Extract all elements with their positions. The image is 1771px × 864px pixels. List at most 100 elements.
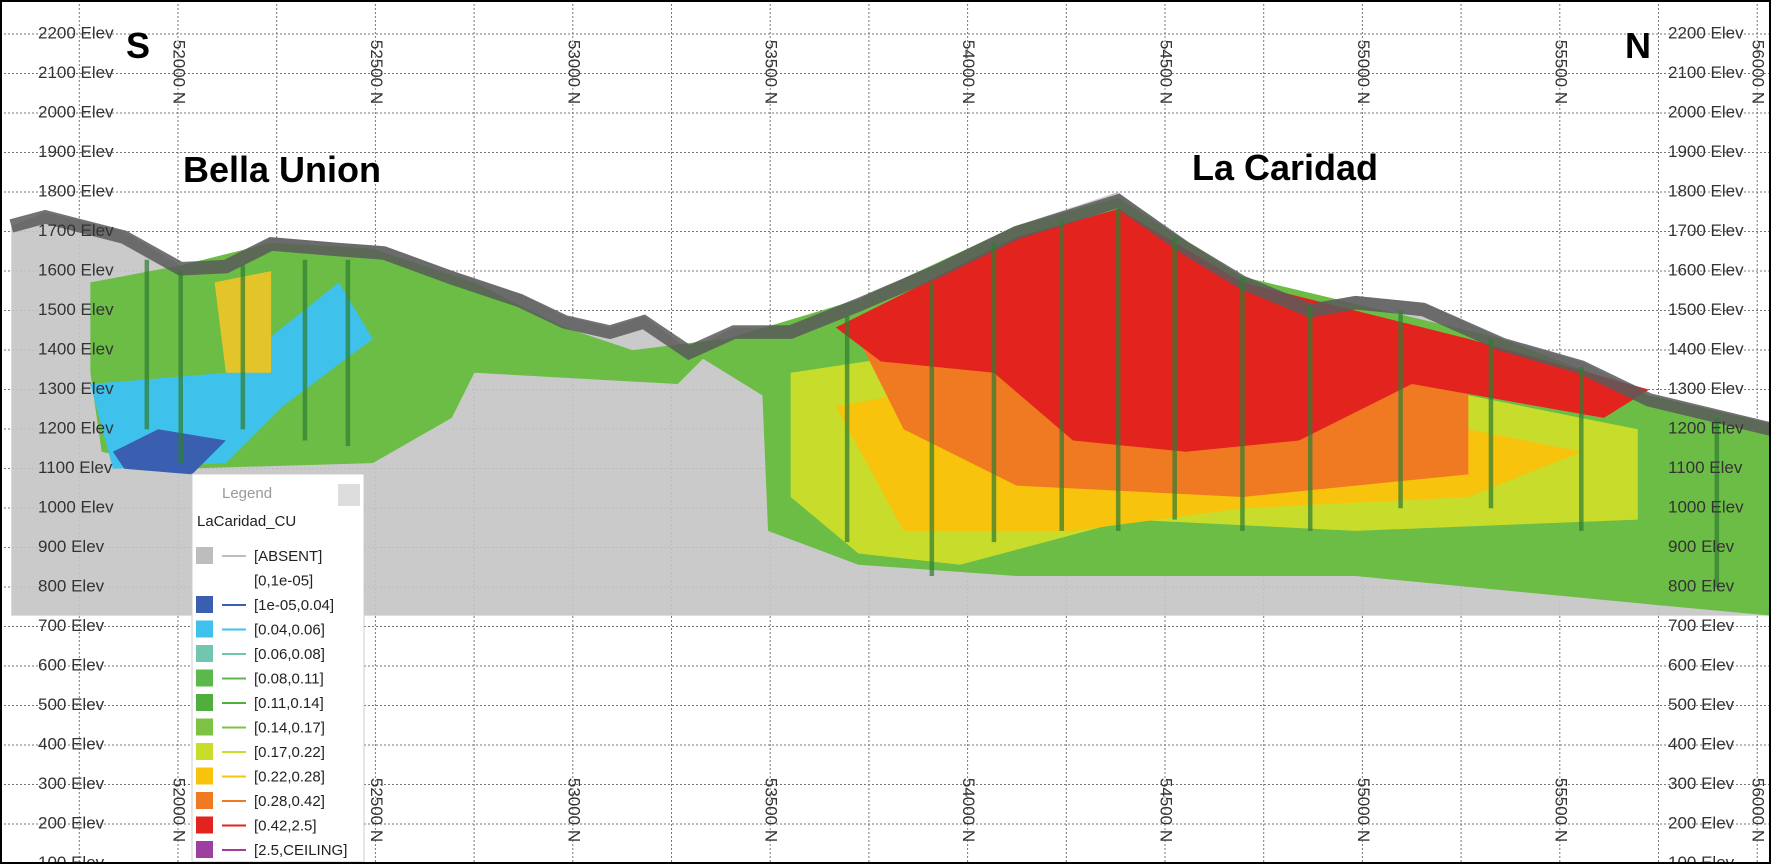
elevation-label: 800 Elev [38, 576, 105, 595]
legend-title: Legend [222, 485, 272, 502]
legend-label: [0.28,0.42] [254, 793, 325, 810]
legend-swatch [196, 743, 213, 760]
legend-close[interactable] [338, 484, 360, 506]
elevation-label: 1400 Elev [38, 339, 114, 358]
elevation-label: 700 Elev [38, 616, 105, 635]
legend-swatch [196, 841, 213, 858]
northing-label: 52000 N [170, 40, 189, 104]
legend-swatch [196, 645, 213, 662]
legend-label: [0.22,0.28] [254, 769, 325, 786]
grade-zone [90, 282, 373, 469]
legend-label: [ABSENT] [254, 548, 322, 565]
elevation-label: 700 Elev [1668, 616, 1735, 635]
legend-label: [1e-05,0.04] [254, 597, 334, 614]
elevation-label: 900 Elev [38, 537, 105, 556]
elevation-label: 100 Elev [38, 853, 105, 864]
elevation-label: 800 Elev [1668, 576, 1735, 595]
elevation-label: 1000 Elev [1668, 497, 1744, 516]
elevation-label: 300 Elev [38, 774, 105, 793]
elevation-label: 1000 Elev [38, 497, 114, 516]
elevation-label: 400 Elev [1668, 734, 1735, 753]
topography [9, 193, 1771, 436]
northing-label: 53500 N [762, 40, 781, 104]
legend-swatch [196, 596, 213, 613]
elevation-label: 1200 Elev [1668, 418, 1744, 437]
elevation-label: 1900 Elev [38, 142, 114, 161]
elevation-label: 1600 Elev [1668, 260, 1744, 279]
legend-swatch [196, 547, 213, 564]
area-label: Bella Union [183, 149, 381, 190]
northing-label: 55500 N [1551, 40, 1570, 104]
elevation-label: 1800 Elev [1668, 181, 1744, 200]
legend-swatch [196, 816, 213, 834]
legend-label: [0.42,2.5] [254, 818, 317, 835]
direction-label: S [126, 25, 150, 66]
legend-swatch [196, 694, 213, 711]
legend-label: [0.06,0.08] [254, 646, 325, 663]
elevation-label: 1700 Elev [1668, 221, 1744, 240]
legend-label: [2.5,CEILING] [254, 842, 347, 859]
northing-label: 55500 N [1551, 778, 1570, 842]
legend-swatch [196, 620, 213, 638]
elevation-label: 1300 Elev [38, 379, 114, 398]
area-label: La Caridad [1192, 147, 1378, 188]
elevation-label: 1900 Elev [1668, 142, 1744, 161]
elevation-label: 2000 Elev [1668, 102, 1744, 121]
elevation-label: 1400 Elev [1668, 339, 1744, 358]
legend-label: [0.08,0.11] [254, 671, 324, 688]
elevation-label: 2200 Elev [38, 23, 114, 42]
legend-swatch [196, 767, 213, 785]
legend-label: [0.04,0.06] [254, 622, 325, 639]
legend-label: [0.14,0.17] [254, 720, 325, 737]
elevation-label: 1500 Elev [38, 300, 114, 319]
northing-label: 54500 N [1157, 40, 1176, 104]
direction-label: N [1625, 25, 1651, 66]
northing-label: 54500 N [1157, 778, 1176, 842]
elevation-label: 600 Elev [1668, 655, 1735, 674]
northing-label: 56000 N [1749, 778, 1768, 842]
legend-label: [0.11,0.14] [254, 695, 324, 712]
elevation-label: 1700 Elev [38, 221, 114, 240]
elevation-label: 400 Elev [38, 734, 105, 753]
northing-label: 54000 N [959, 40, 978, 104]
elevation-label: 1500 Elev [1668, 300, 1744, 319]
elevation-label: 900 Elev [1668, 537, 1735, 556]
elevation-label: 1300 Elev [1668, 379, 1744, 398]
elevation-label: 1800 Elev [38, 181, 114, 200]
legend-field: LaCaridad_CU [197, 513, 296, 530]
elevation-label: 500 Elev [1668, 695, 1735, 714]
elevation-label: 1200 Elev [38, 418, 114, 437]
northing-label: 55000 N [1354, 40, 1373, 104]
northing-label: 53000 N [564, 778, 583, 842]
elevation-label: 200 Elev [1668, 813, 1735, 832]
elevation-label: 1100 Elev [1668, 458, 1743, 477]
grade-zone [112, 429, 226, 475]
northing-label: 55000 N [1354, 778, 1373, 842]
elevation-label: 100 Elev [1668, 853, 1735, 864]
legend-label: [0,1e-05] [254, 573, 313, 590]
legend-label: [0.17,0.22] [254, 744, 325, 761]
section-model [9, 192, 1771, 616]
legend-swatch [196, 792, 213, 809]
elevation-label: 1600 Elev [38, 260, 114, 279]
elevation-label: 2200 Elev [1668, 23, 1744, 42]
elevation-label: 200 Elev [38, 813, 105, 832]
northing-label: 52500 N [367, 778, 386, 842]
elevation-label: 500 Elev [38, 695, 105, 714]
elevation-label: 600 Elev [38, 655, 105, 674]
elevation-label: 2100 Elev [1668, 63, 1744, 82]
legend-box [191, 473, 365, 863]
northing-label: 53000 N [564, 40, 583, 104]
elevation-label: 2000 Elev [38, 102, 114, 121]
legend-swatch [196, 718, 213, 736]
legend-swatch [196, 669, 213, 687]
northing-label: 54000 N [959, 778, 978, 842]
northing-label: 56000 N [1749, 40, 1768, 104]
axis-labels: 2200 Elev 2200 Elev 2100 Elev 2100 Elev 2000… [38, 23, 1768, 864]
northing-label: 52500 N [367, 40, 386, 104]
drill-holes [144, 208, 1720, 588]
elevation-label: 2100 Elev [38, 63, 114, 82]
legend: Legend LaCaridad_CU [ABSENT] [0,1e-05] [1e… [191, 473, 365, 863]
